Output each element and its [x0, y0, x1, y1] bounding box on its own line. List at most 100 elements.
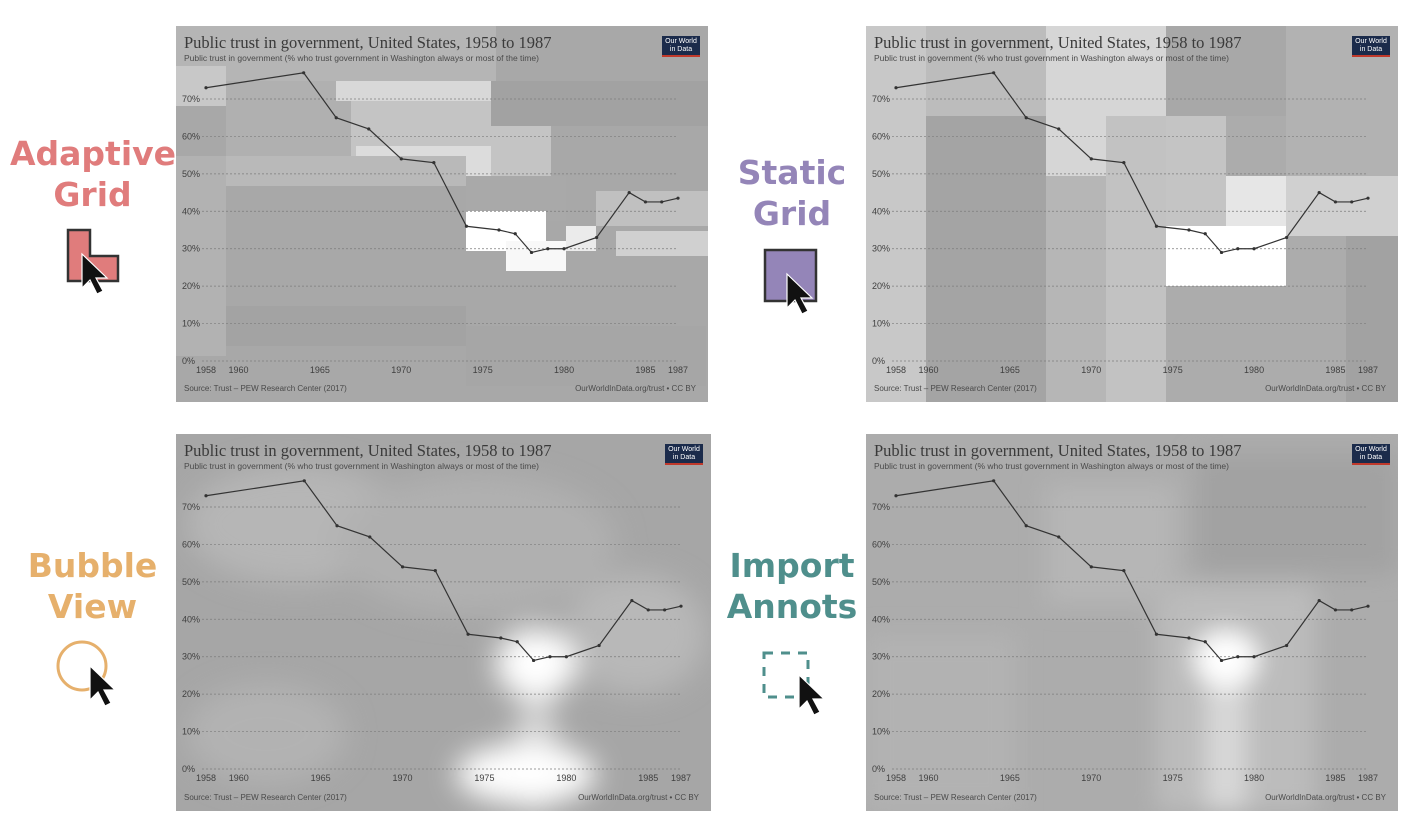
x-tick-label: 1980 [554, 365, 574, 375]
series-line [205, 480, 682, 662]
x-tick-label: 1980 [1244, 773, 1264, 783]
data-point [1024, 116, 1028, 120]
y-tick-label: 0% [182, 356, 195, 366]
chart-title: Public trust in government, United State… [874, 33, 1242, 52]
data-point [1333, 608, 1338, 612]
method-label-line: Import [729, 546, 855, 585]
x-tick-label: 1965 [311, 773, 331, 783]
data-point [1252, 655, 1256, 659]
data-point [676, 196, 680, 200]
chart-subtitle: Public trust in government (% who trust … [874, 461, 1229, 471]
x-tick-label: 1960 [919, 365, 939, 375]
data-point [1317, 190, 1321, 195]
data-point [894, 494, 898, 498]
data-point [1252, 247, 1256, 251]
data-point [368, 535, 372, 539]
data-point [627, 190, 631, 195]
x-tick-label: 1975 [1163, 365, 1183, 375]
data-point [1203, 640, 1207, 644]
logo-line: Our World [1355, 38, 1387, 45]
x-tick-label: 1960 [919, 773, 939, 783]
x-tick-label: 1985 [1325, 365, 1345, 375]
y-tick-label: 0% [182, 764, 195, 774]
x-tick-label: 1985 [1325, 773, 1345, 783]
chart-panel-bubble-view: 0% 10% 20% 30% 40% 50% 60% 70% 1958 1960 1965 1970 1… [176, 434, 711, 811]
chart-subtitle: Public trust in government (% who trust … [184, 53, 539, 63]
data-point [1122, 569, 1126, 573]
series-line [895, 480, 1369, 662]
x-tick-label: 1958 [886, 365, 906, 375]
y-tick-label: 10% [182, 319, 200, 329]
data-point [302, 71, 306, 75]
x-tick-label: 1987 [668, 365, 688, 375]
data-point [529, 250, 534, 255]
y-tick-label: 20% [872, 689, 890, 699]
source-note: Source: Trust – PEW Research Center (201… [184, 793, 347, 802]
data-point [992, 71, 996, 75]
data-point [1236, 247, 1240, 251]
method-label-line: Adaptive [10, 134, 177, 173]
data-point [1285, 643, 1289, 648]
data-point [630, 598, 634, 603]
x-tick-label: 1958 [196, 365, 216, 375]
x-tick-label: 1985 [635, 365, 655, 375]
x-tick-label: 1987 [1358, 773, 1378, 783]
data-point [1154, 224, 1159, 228]
method-label-line: Grid [752, 194, 832, 233]
chart-title: Public trust in government, United State… [184, 33, 552, 52]
data-point [595, 235, 599, 240]
y-tick-label: 0% [872, 764, 885, 774]
data-point [335, 524, 339, 528]
logo-line: in Data [672, 454, 696, 461]
x-tick-label: 1958 [196, 773, 216, 783]
data-point [663, 608, 667, 612]
x-tick-label: 1965 [1000, 773, 1020, 783]
data-point [466, 632, 470, 636]
method-label-line: Annots [726, 587, 858, 626]
data-point [1350, 200, 1354, 204]
y-tick-label: 10% [182, 727, 200, 737]
data-point [1057, 535, 1061, 539]
data-point [204, 86, 208, 90]
y-tick-label: 70% [872, 94, 890, 104]
data-point [1122, 161, 1126, 165]
y-tick-label: 60% [182, 539, 200, 549]
data-point [1366, 196, 1370, 200]
x-tick-label: 1960 [229, 365, 249, 375]
data-point [643, 200, 648, 204]
data-point [1219, 250, 1224, 255]
y-tick-label: 60% [872, 539, 890, 549]
y-tick-label: 70% [872, 502, 890, 512]
x-tick-label: 1975 [1163, 773, 1183, 783]
data-point [432, 161, 436, 165]
logo-line: Our World [1355, 446, 1387, 453]
import-annots-icon [762, 651, 826, 716]
data-point [497, 228, 501, 232]
data-point [204, 494, 208, 498]
data-point [513, 232, 517, 236]
owid-logo: Our World in Data [662, 36, 700, 57]
data-point [1219, 658, 1224, 663]
y-tick-label: 70% [182, 94, 200, 104]
line-chart: 0% 10% 20% 30% 40% 50% 60% 70% 1958 1960 1965 1970 1… [182, 479, 691, 783]
data-point [564, 655, 568, 659]
data-point [1203, 232, 1207, 236]
source-note: Source: Trust – PEW Research Center (201… [874, 793, 1037, 802]
data-point [1366, 604, 1370, 608]
bubble-view-icon [56, 640, 117, 706]
data-point [302, 479, 306, 483]
data-point [646, 608, 650, 612]
y-tick-label: 50% [872, 577, 890, 587]
x-tick-label: 1980 [1244, 365, 1264, 375]
owid-logo: Our World in Data [1352, 444, 1390, 465]
data-point [1187, 228, 1191, 232]
x-tick-label: 1987 [671, 773, 691, 783]
data-point [1317, 598, 1321, 603]
chart-title: Public trust in government, United State… [874, 441, 1242, 460]
line-chart: 0% 10% 20% 30% 40% 50% 60% 70% 1958 1960 1965 1970 1… [872, 71, 1378, 375]
x-tick-label: 1980 [556, 773, 576, 783]
data-point [894, 86, 898, 90]
data-point [1187, 636, 1191, 640]
data-point [464, 224, 469, 228]
data-point [1154, 632, 1159, 636]
